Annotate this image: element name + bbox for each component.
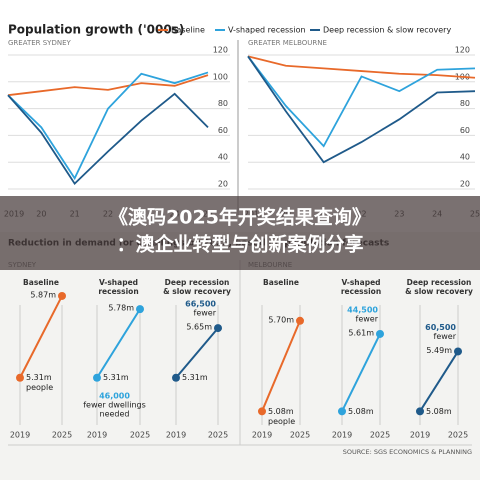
title: Population growth ('000s) bbox=[8, 23, 184, 37]
series-line bbox=[247, 55, 476, 79]
legend-label: Deep recession & slow recovery bbox=[323, 26, 451, 35]
reduction-label: 60,500 bbox=[425, 323, 456, 332]
note: people bbox=[26, 383, 53, 392]
x-tick-label: 2019 bbox=[166, 431, 186, 440]
x-tick-label: 2025 bbox=[290, 431, 310, 440]
source: SOURCE: SGS ECONOMICS & PLANNING bbox=[343, 448, 472, 456]
value-label: 5.65m bbox=[186, 323, 212, 332]
value-label: 5.31m bbox=[26, 373, 52, 382]
panel-name: Deep recession bbox=[407, 278, 472, 287]
slope-line bbox=[96, 308, 141, 379]
reduction-label: needed bbox=[100, 410, 130, 419]
value-label: 5.78m bbox=[108, 304, 134, 313]
point bbox=[214, 324, 222, 333]
y-tick-label: 120 bbox=[213, 46, 228, 55]
y-tick-label: 80 bbox=[460, 99, 470, 108]
y-tick-label: 40 bbox=[218, 153, 228, 162]
x-tick-label: 2019 bbox=[87, 431, 107, 440]
x-tick-label: 2025 bbox=[208, 431, 228, 440]
slope-line bbox=[419, 350, 459, 412]
panel-name: recession bbox=[98, 287, 138, 296]
value-label: 5.49m bbox=[426, 346, 452, 355]
reduction-label: fewer bbox=[356, 314, 379, 323]
value-label: 5.08m bbox=[426, 407, 452, 416]
y-tick-label: 120 bbox=[455, 46, 470, 55]
x-tick-label: 2019 bbox=[332, 431, 352, 440]
banner-bg bbox=[0, 196, 480, 270]
series-line bbox=[7, 71, 209, 181]
x-tick-label: 2025 bbox=[370, 431, 390, 440]
value-label: 5.31m bbox=[182, 373, 208, 382]
value-label: 5.08m bbox=[348, 407, 374, 416]
reduction-label: 46,000 bbox=[99, 392, 130, 401]
panel-name: Deep recession bbox=[165, 278, 230, 287]
panel-name: V-shaped bbox=[341, 278, 380, 287]
banner-text: ：澳企业转型与创新案例分享 bbox=[116, 233, 363, 256]
panel-name: Baseline bbox=[23, 278, 59, 287]
point bbox=[93, 373, 101, 382]
point bbox=[258, 407, 266, 416]
banner-text: 《澳码2025年开奖结果查询》 bbox=[109, 206, 371, 229]
top-panel bbox=[0, 0, 480, 232]
point bbox=[338, 407, 346, 416]
slope-line bbox=[261, 320, 301, 412]
panel-name: V-shaped bbox=[99, 278, 138, 287]
x-tick-label: 2019 bbox=[10, 431, 30, 440]
y-tick-label: 60 bbox=[460, 126, 470, 135]
x-tick-label: 2019 bbox=[410, 431, 430, 440]
value-label: 5.08m bbox=[268, 407, 294, 416]
y-tick-label: 60 bbox=[218, 126, 228, 135]
panel-name: & slow recovery bbox=[163, 287, 231, 296]
y-tick-label: 20 bbox=[460, 180, 470, 189]
value-label: 5.61m bbox=[348, 328, 374, 337]
series-line bbox=[247, 55, 476, 164]
legend-label: Baseline bbox=[171, 26, 205, 35]
y-tick-label: 20 bbox=[218, 180, 228, 189]
banner: 《澳码2025年开奖结果查询》 ：澳企业转型与创新案例分享 bbox=[0, 196, 480, 270]
point bbox=[58, 291, 66, 300]
point bbox=[454, 347, 462, 356]
y-tick-label: 100 bbox=[213, 72, 228, 81]
reduction-label: fewer dwellings bbox=[83, 401, 146, 410]
point bbox=[296, 316, 304, 325]
value-label: 5.70m bbox=[268, 315, 294, 324]
reduction-label: 44,500 bbox=[347, 305, 378, 314]
point bbox=[416, 407, 424, 416]
note: people bbox=[268, 417, 295, 426]
x-tick-label: 2025 bbox=[448, 431, 468, 440]
point bbox=[376, 329, 384, 338]
panel-name: & slow recovery bbox=[405, 287, 473, 296]
series-line bbox=[7, 92, 209, 186]
panel-title: GREATER SYDNEY bbox=[8, 39, 72, 47]
point bbox=[172, 373, 180, 382]
series-line bbox=[247, 55, 476, 148]
reduction-label: fewer bbox=[434, 332, 457, 341]
slope-line bbox=[175, 327, 219, 379]
reduction-label: fewer bbox=[194, 309, 217, 318]
x-tick-label: 2019 bbox=[252, 431, 272, 440]
x-tick-label: 2025 bbox=[130, 431, 150, 440]
slope-line bbox=[341, 333, 381, 412]
slope-line bbox=[19, 295, 63, 379]
panel-title: GREATER MELBOURNE bbox=[248, 39, 327, 47]
series-line bbox=[7, 74, 209, 97]
y-tick-label: 80 bbox=[218, 99, 228, 108]
value-label: 5.87m bbox=[30, 290, 56, 299]
panel-name: recession bbox=[341, 287, 381, 296]
panel-name: Baseline bbox=[263, 278, 299, 287]
legend-label: V-shaped recession bbox=[228, 26, 306, 35]
value-label: 5.31m bbox=[103, 373, 129, 382]
point bbox=[136, 305, 144, 314]
reduction-label: 66,500 bbox=[185, 300, 216, 309]
y-tick-label: 40 bbox=[460, 153, 470, 162]
point bbox=[16, 373, 24, 382]
x-tick-label: 2025 bbox=[52, 431, 72, 440]
